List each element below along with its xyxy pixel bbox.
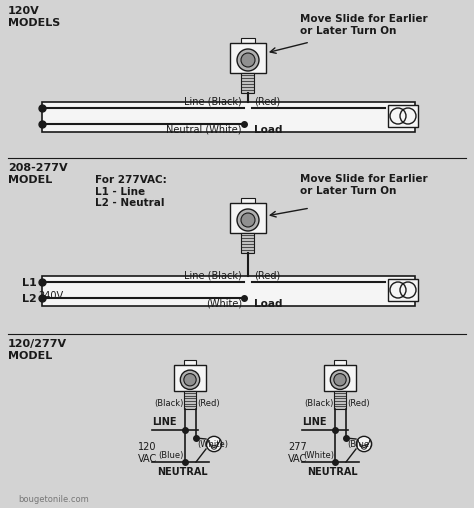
Circle shape [237, 209, 259, 231]
Text: For 277VAC:
L1 - Line
L2 - Neutral: For 277VAC: L1 - Line L2 - Neutral [95, 175, 167, 208]
Text: (White): (White) [197, 440, 228, 449]
Bar [184, 360, 196, 365]
Bar [42, 102, 415, 132]
Text: (Red): (Red) [254, 271, 280, 281]
Text: LINE: LINE [302, 417, 327, 427]
Text: (White): (White) [206, 299, 242, 309]
Text: 208-277V
MODEL: 208-277V MODEL [8, 163, 68, 184]
Bar [388, 279, 418, 301]
Text: NEUTRAL: NEUTRAL [307, 467, 357, 477]
Circle shape [241, 53, 255, 67]
Circle shape [334, 373, 346, 386]
Text: L1: L1 [22, 278, 37, 288]
Text: 240V: 240V [38, 291, 63, 301]
Text: L2: L2 [22, 294, 37, 304]
Bar [241, 38, 255, 43]
Text: 120/277V
MODEL: 120/277V MODEL [8, 339, 67, 361]
Bar [230, 203, 266, 233]
Circle shape [330, 370, 350, 390]
Text: 120V
MODELS: 120V MODELS [8, 6, 60, 27]
Circle shape [356, 436, 372, 452]
Bar [388, 105, 418, 127]
Text: Move Slide for Earlier
or Later Turn On: Move Slide for Earlier or Later Turn On [300, 14, 428, 36]
Text: LINE: LINE [152, 417, 176, 427]
Circle shape [206, 436, 222, 452]
Text: (Red): (Red) [254, 97, 280, 107]
Text: 277
VAC: 277 VAC [288, 442, 307, 464]
Text: (Black): (Black) [305, 399, 334, 408]
Text: Neutral (White): Neutral (White) [166, 125, 242, 135]
Text: NEUTRAL: NEUTRAL [157, 467, 207, 477]
Text: 120
VAC: 120 VAC [138, 442, 157, 464]
Bar [241, 198, 255, 203]
Text: (Red): (Red) [197, 399, 219, 408]
Bar [241, 233, 255, 253]
Bar [174, 365, 206, 391]
Text: bougetonile.com: bougetonile.com [18, 495, 89, 504]
Bar [241, 73, 255, 93]
Bar [324, 365, 356, 391]
Bar [42, 276, 415, 306]
Text: Load: Load [254, 299, 283, 309]
Bar [334, 391, 346, 409]
Text: (Red): (Red) [347, 399, 370, 408]
Text: (Blue): (Blue) [159, 451, 184, 460]
Circle shape [237, 49, 259, 71]
Text: (Blue): (Blue) [347, 440, 373, 449]
Circle shape [180, 370, 200, 390]
Text: (White): (White) [303, 451, 334, 460]
Circle shape [184, 373, 196, 386]
Text: (Black): (Black) [155, 399, 184, 408]
Text: Line (Black): Line (Black) [184, 97, 242, 107]
Text: Load: Load [254, 125, 283, 135]
Text: Move Slide for Earlier
or Later Turn On: Move Slide for Earlier or Later Turn On [300, 174, 428, 196]
Circle shape [241, 213, 255, 227]
Bar [230, 43, 266, 73]
Bar [184, 391, 196, 409]
Text: Line (Black): Line (Black) [184, 271, 242, 281]
Bar [334, 360, 346, 365]
